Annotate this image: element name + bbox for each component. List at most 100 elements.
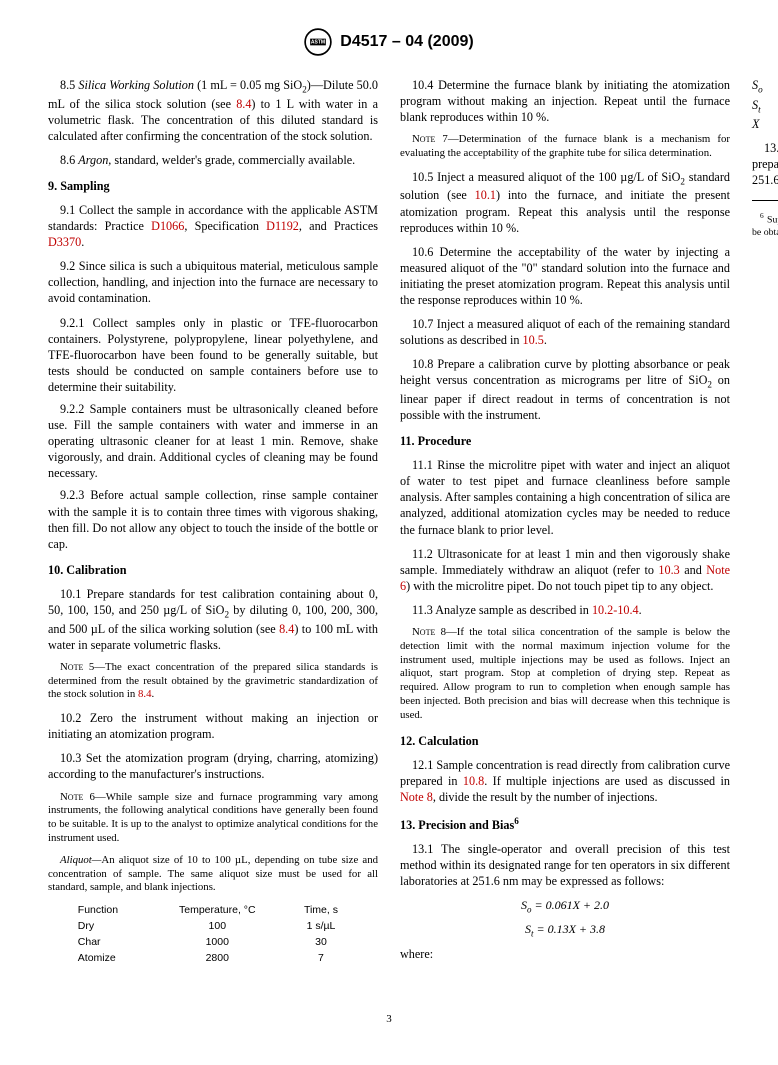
text: , Specification	[184, 219, 266, 233]
para-9-2-3: 9.2.3 Before actual sample collection, r…	[48, 487, 378, 551]
footnote-rule	[752, 200, 778, 201]
note-label: Note 7—	[412, 133, 459, 145]
ref-link[interactable]: 10.2-10.4	[592, 603, 639, 617]
note-7: Note 7—Determination of the furnace blan…	[400, 133, 730, 161]
clause-num: 8.6	[60, 153, 75, 167]
footnote-block: 6 Supporting data have been filed at AST…	[752, 200, 778, 239]
aliquot-note: Aliquot—An aliquot size of 10 to 100 µL,…	[48, 854, 378, 895]
document-header: ASTM D4517 – 04 (2009)	[48, 28, 730, 61]
footnote-6: 6 Supporting data have been filed at AST…	[752, 211, 778, 239]
text: 11.3 Analyze sample as described in	[412, 603, 592, 617]
ref-link[interactable]: 10.5	[523, 333, 544, 347]
svg-text:ASTM: ASTM	[311, 40, 325, 46]
text: .	[639, 603, 642, 617]
para-13-2: 13.2 Recoveries of known amounts of tota…	[752, 140, 778, 188]
ref-link[interactable]: 10.3	[658, 563, 679, 577]
table-header: Time, s	[284, 903, 358, 919]
table-cell: 2800	[151, 951, 284, 967]
equation-st: St = 0.13X + 3.8	[400, 922, 730, 940]
note-6: Note 6—While sample size and furnace pro…	[48, 791, 378, 846]
section-9-title: 9. Sampling	[48, 178, 378, 194]
table-cell: 1 s/µL	[284, 919, 358, 935]
para-10-6: 10.6 Determine the acceptability of the …	[400, 244, 730, 308]
ref-link[interactable]: D3370	[48, 235, 81, 249]
text: , divide the result by the number of inj…	[433, 790, 658, 804]
table-cell: 100	[151, 919, 284, 935]
ref-link[interactable]: D1192	[266, 219, 299, 233]
section-10-title: 10. Calibration	[48, 562, 378, 578]
para-10-1: 10.1 Prepare standards for test calibrat…	[48, 586, 378, 653]
where-row: X = total silica concentration, µ g/L.	[752, 116, 778, 132]
ref-link[interactable]: D1066	[151, 219, 184, 233]
para-12-1: 12.1 Sample concentration is read direct…	[400, 757, 730, 805]
text: If the total silica concentration of the…	[400, 626, 730, 721]
table-cell: Atomize	[68, 951, 151, 967]
sub: t	[758, 104, 761, 114]
section-11-title: 11. Procedure	[400, 433, 730, 449]
text: Supporting data have been filed at ASTM …	[752, 214, 778, 237]
text: 10.7 Inject a measured aliquot of each o…	[400, 317, 730, 347]
text: 13. Precision and Bias	[400, 818, 514, 832]
ref-link[interactable]: 10.1	[475, 188, 496, 202]
text: ) with the microlitre pipet. Do not touc…	[406, 579, 713, 593]
text: 10.8 Prepare a calibration curve by plot…	[400, 357, 730, 387]
where-row: St = overall precision, µg/L, and	[752, 97, 778, 116]
sub: o	[758, 84, 763, 94]
conditions-table-wrap: Function Temperature, °C Time, s Dry 100…	[48, 903, 378, 966]
section-12-title: 12. Calculation	[400, 733, 730, 749]
text: , and Practices	[299, 219, 378, 233]
eq-rhs: = 0.061X + 2.0	[531, 898, 609, 912]
para-10-8: 10.8 Prepare a calibration curve by plot…	[400, 356, 730, 423]
para-10-5: 10.5 Inject a measured aliquot of the 10…	[400, 169, 730, 236]
text: 10.5 Inject a measured aliquot of the 10…	[412, 170, 680, 184]
table-row: Dry 100 1 s/µL	[68, 919, 358, 935]
ref-link[interactable]: 8.4	[279, 622, 294, 636]
text: )—	[307, 78, 323, 92]
conditions-table: Function Temperature, °C Time, s Dry 100…	[68, 903, 358, 966]
text: .	[544, 333, 547, 347]
equation-so: So = 0.061X + 2.0	[400, 898, 730, 916]
para-9-2: 9.2 Since silica is such a ubiquitous ma…	[48, 258, 378, 306]
para-9-1: 9.1 Collect the sample in accordance wit…	[48, 202, 378, 250]
table-row: Char 1000 30	[68, 935, 358, 951]
astm-logo-icon: ASTM	[304, 28, 332, 56]
para-11-1: 11.1 Rinse the microlitre pipet with wat…	[400, 457, 730, 537]
where-label: where:	[400, 946, 730, 962]
note-label: Aliquot—	[60, 854, 101, 866]
table-cell: 7	[284, 951, 358, 967]
para-9-2-2: 9.2.2 Sample containers must be ultrason…	[48, 401, 378, 481]
table-row: Atomize 2800 7	[68, 951, 358, 967]
note-label: Note 8—	[412, 626, 457, 638]
ref-link[interactable]: Note 8	[400, 790, 433, 804]
para-8-5: 8.5 Silica Working Solution (1 mL = 0.05…	[48, 77, 378, 144]
note-8: Note 8—If the total silica concentration…	[400, 626, 730, 723]
table-cell: Dry	[68, 919, 151, 935]
para-10-7: 10.7 Inject a measured aliquot of each o…	[400, 316, 730, 348]
para-13-1: 13.1 The single-operator and overall pre…	[400, 841, 730, 889]
para-10-2: 10.2 Zero the instrument without making …	[48, 710, 378, 742]
table-cell: 30	[284, 935, 358, 951]
note-5: Note 5—The exact concentration of the pr…	[48, 661, 378, 702]
table-header: Temperature, °C	[151, 903, 284, 919]
document-id: D4517 – 04 (2009)	[340, 33, 473, 51]
where-list: So = pooled single-operator precision, µ…	[752, 77, 778, 132]
text: standard, welder's grade, commercially a…	[111, 153, 355, 167]
para-11-3: 11.3 Analyze sample as described in 10.2…	[400, 602, 730, 618]
text: (1 mL = 0.05 mg SiO	[197, 78, 302, 92]
ref-link[interactable]: 10.8	[463, 774, 484, 788]
table-cell: Char	[68, 935, 151, 951]
note-label: Note 5—	[60, 661, 105, 673]
text: .	[151, 688, 154, 700]
note-label: Note 6—	[60, 791, 106, 803]
where-row: So = pooled single-operator precision, µ…	[752, 77, 778, 96]
ref-link[interactable]: 8.4	[236, 97, 251, 111]
page-number: 3	[48, 1013, 730, 1025]
text: and	[680, 563, 707, 577]
para-11-2: 11.2 Ultrasonicate for at least 1 min an…	[400, 546, 730, 594]
para-10-4: 10.4 Determine the furnace blank by init…	[400, 77, 730, 125]
para-10-3: 10.3 Set the atomization program (drying…	[48, 750, 378, 782]
clause-title: Argon,	[78, 153, 111, 167]
page: ASTM D4517 – 04 (2009) 8.5 Silica Workin…	[0, 0, 778, 1065]
table-row: Function Temperature, °C Time, s	[68, 903, 358, 919]
ref-link[interactable]: 8.4	[138, 688, 152, 700]
